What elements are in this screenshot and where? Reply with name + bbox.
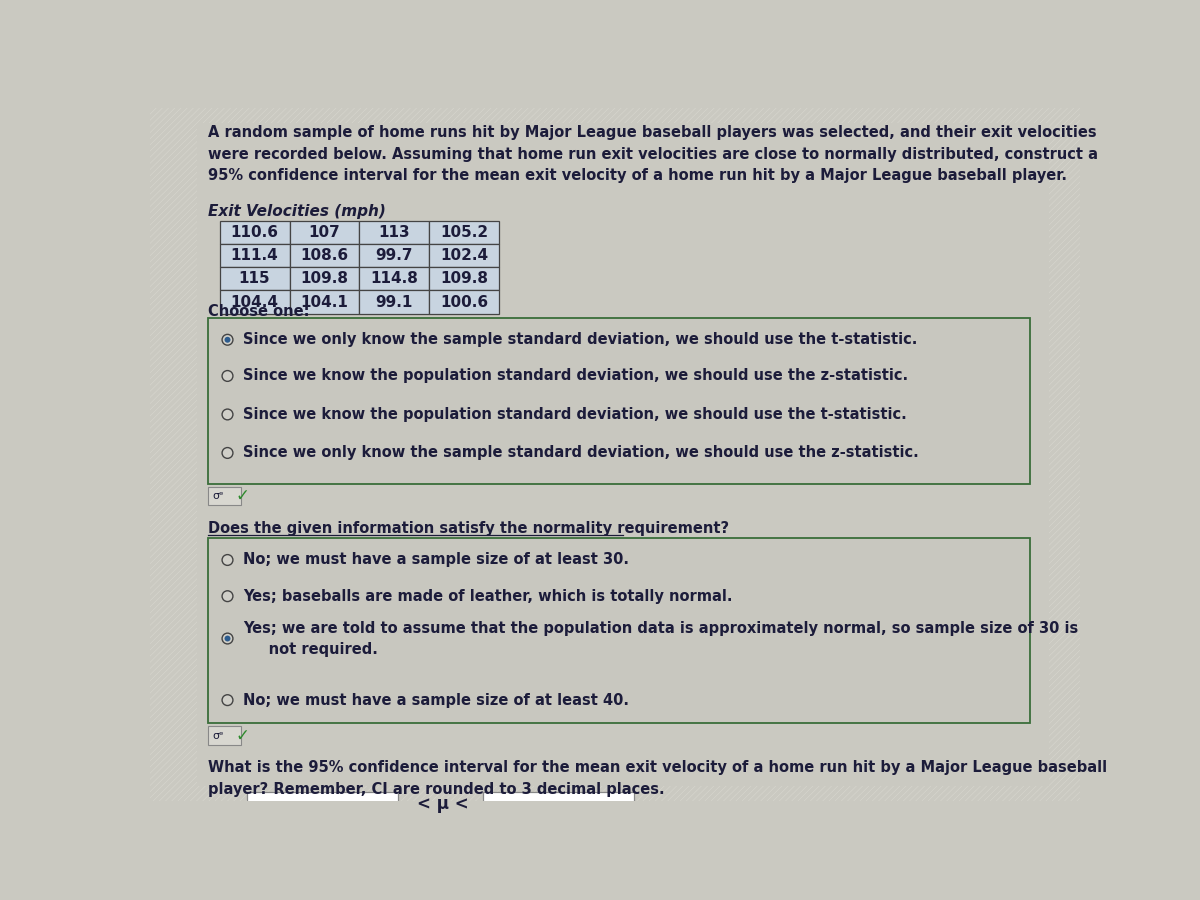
Circle shape: [222, 447, 233, 458]
FancyBboxPatch shape: [430, 291, 499, 313]
Text: 109.8: 109.8: [300, 272, 348, 286]
FancyBboxPatch shape: [208, 538, 1030, 724]
Circle shape: [224, 635, 230, 642]
Text: 115: 115: [239, 272, 270, 286]
FancyBboxPatch shape: [359, 291, 430, 313]
Text: Since we only know the sample standard deviation, we should use the z-statistic.: Since we only know the sample standard d…: [242, 446, 919, 461]
FancyBboxPatch shape: [220, 267, 289, 291]
Text: No; we must have a sample size of at least 40.: No; we must have a sample size of at lea…: [242, 693, 629, 707]
FancyBboxPatch shape: [484, 792, 635, 816]
Text: What is the 95% confidence interval for the mean exit velocity of a home run hit: What is the 95% confidence interval for …: [208, 760, 1108, 796]
Text: 102.4: 102.4: [440, 248, 488, 264]
Text: 99.7: 99.7: [376, 248, 413, 264]
Text: 107: 107: [308, 225, 341, 240]
Circle shape: [222, 590, 233, 601]
Text: Does the given information satisfy the normality requirement?: Does the given information satisfy the n…: [208, 521, 730, 535]
Text: 105.2: 105.2: [440, 225, 488, 240]
Text: 109.8: 109.8: [440, 272, 488, 286]
Text: Yes; baseballs are made of leather, which is totally normal.: Yes; baseballs are made of leather, whic…: [242, 589, 732, 604]
FancyBboxPatch shape: [289, 244, 359, 267]
FancyBboxPatch shape: [359, 244, 430, 267]
FancyBboxPatch shape: [359, 267, 430, 291]
Text: ✓: ✓: [235, 487, 250, 505]
Text: A random sample of home runs hit by Major League baseball players was selected, : A random sample of home runs hit by Majo…: [208, 125, 1098, 183]
Text: 111.4: 111.4: [230, 248, 278, 264]
FancyBboxPatch shape: [430, 221, 499, 244]
Text: Exit Velocities (mph): Exit Velocities (mph): [208, 204, 386, 220]
Circle shape: [222, 554, 233, 565]
FancyBboxPatch shape: [220, 244, 289, 267]
Circle shape: [222, 410, 233, 419]
Text: σᵉ: σᵉ: [212, 731, 223, 741]
Circle shape: [222, 633, 233, 643]
Text: No; we must have a sample size of at least 30.: No; we must have a sample size of at lea…: [242, 553, 629, 568]
FancyBboxPatch shape: [289, 291, 359, 313]
FancyBboxPatch shape: [208, 726, 241, 745]
FancyBboxPatch shape: [208, 319, 1030, 484]
Text: Choose one:: Choose one:: [208, 304, 310, 320]
FancyBboxPatch shape: [289, 221, 359, 244]
Text: Since we know the population standard deviation, we should use the t-statistic.: Since we know the population standard de…: [242, 407, 907, 422]
Text: 99.1: 99.1: [376, 294, 413, 310]
Text: 104.4: 104.4: [230, 294, 278, 310]
FancyBboxPatch shape: [359, 221, 430, 244]
FancyBboxPatch shape: [247, 792, 398, 816]
FancyBboxPatch shape: [430, 267, 499, 291]
Text: ✓: ✓: [235, 726, 250, 744]
Circle shape: [222, 695, 233, 706]
FancyBboxPatch shape: [208, 487, 241, 505]
Text: 104.1: 104.1: [300, 294, 348, 310]
FancyBboxPatch shape: [220, 291, 289, 313]
Text: 108.6: 108.6: [300, 248, 348, 264]
Text: Since we know the population standard deviation, we should use the z-statistic.: Since we know the population standard de…: [242, 368, 908, 383]
Text: Yes; we are told to assume that the population data is approximately normal, so : Yes; we are told to assume that the popu…: [242, 620, 1079, 656]
Text: Since we only know the sample standard deviation, we should use the t-statistic.: Since we only know the sample standard d…: [242, 332, 917, 347]
Circle shape: [222, 371, 233, 382]
Text: 114.8: 114.8: [370, 272, 418, 286]
FancyBboxPatch shape: [197, 123, 1049, 786]
FancyBboxPatch shape: [430, 244, 499, 267]
Text: σᵉ: σᵉ: [212, 491, 223, 501]
Circle shape: [224, 337, 230, 343]
Circle shape: [222, 335, 233, 346]
Text: 113: 113: [378, 225, 410, 240]
FancyBboxPatch shape: [220, 221, 289, 244]
Text: 100.6: 100.6: [440, 294, 488, 310]
Text: 110.6: 110.6: [230, 225, 278, 240]
FancyBboxPatch shape: [289, 267, 359, 291]
Text: < μ <: < μ <: [418, 795, 469, 813]
